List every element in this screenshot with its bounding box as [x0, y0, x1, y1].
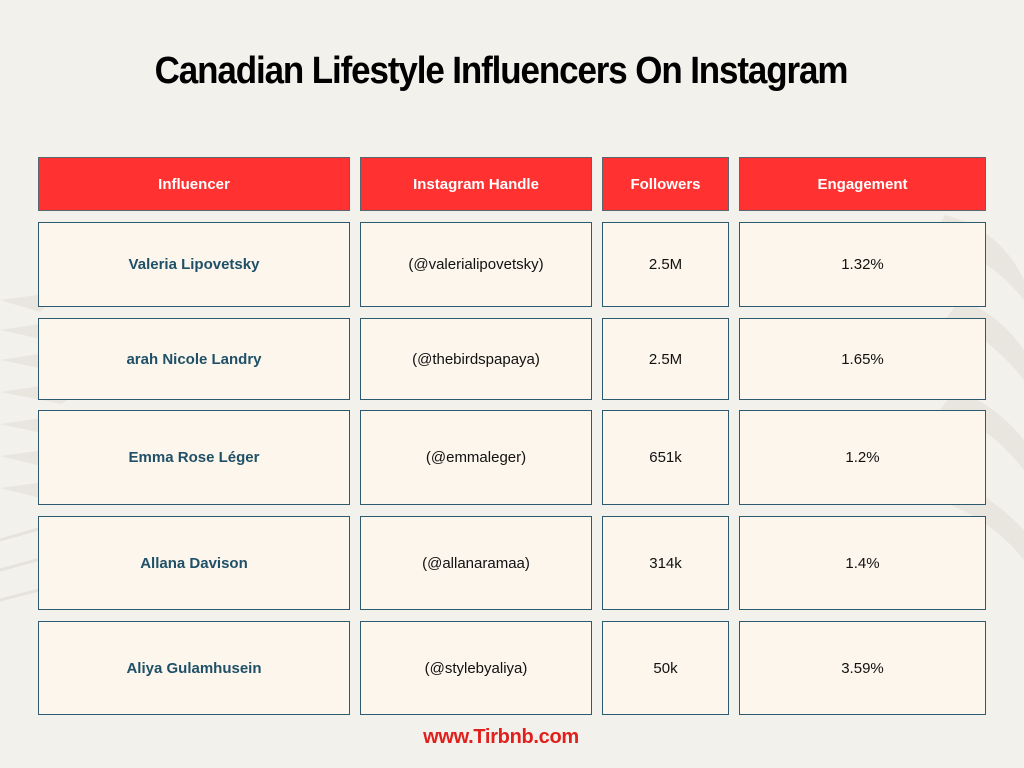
- influencer-name: Valeria Lipovetsky: [38, 222, 350, 307]
- influencer-name: Aliya Gulamhusein: [38, 621, 350, 715]
- followers-count: 2.5M: [602, 318, 729, 400]
- followers-count: 651k: [602, 410, 729, 505]
- instagram-handle: (@valerialipovetsky): [360, 222, 592, 307]
- followers-count: 314k: [602, 516, 729, 610]
- influencer-name: arah Nicole Landry: [38, 318, 350, 400]
- influencer-name: Emma Rose Léger: [38, 410, 350, 505]
- followers-count: 2.5M: [602, 222, 729, 307]
- influencer-name: Allana Davison: [38, 516, 350, 610]
- instagram-handle: (@allanaramaa): [360, 516, 592, 610]
- followers-count: 50k: [602, 621, 729, 715]
- page-title: Canadian Lifestyle Influencers On Instag…: [154, 50, 849, 92]
- engagement-rate: 1.2%: [739, 410, 986, 505]
- header-engagement: Engagement: [739, 157, 986, 211]
- website-link[interactable]: www.Tirbnb.com: [423, 726, 579, 748]
- instagram-handle: (@thebirdspapaya): [360, 318, 592, 400]
- instagram-handle: (@stylebyaliya): [360, 621, 592, 715]
- header-influencer: Influencer: [38, 157, 350, 211]
- engagement-rate: 1.65%: [739, 318, 986, 400]
- engagement-rate: 3.59%: [739, 621, 986, 715]
- instagram-handle: (@emmaleger): [360, 410, 592, 505]
- engagement-rate: 1.32%: [739, 222, 986, 307]
- header-instagram-handle: Instagram Handle: [360, 157, 592, 211]
- engagement-rate: 1.4%: [739, 516, 986, 610]
- header-followers: Followers: [602, 157, 729, 211]
